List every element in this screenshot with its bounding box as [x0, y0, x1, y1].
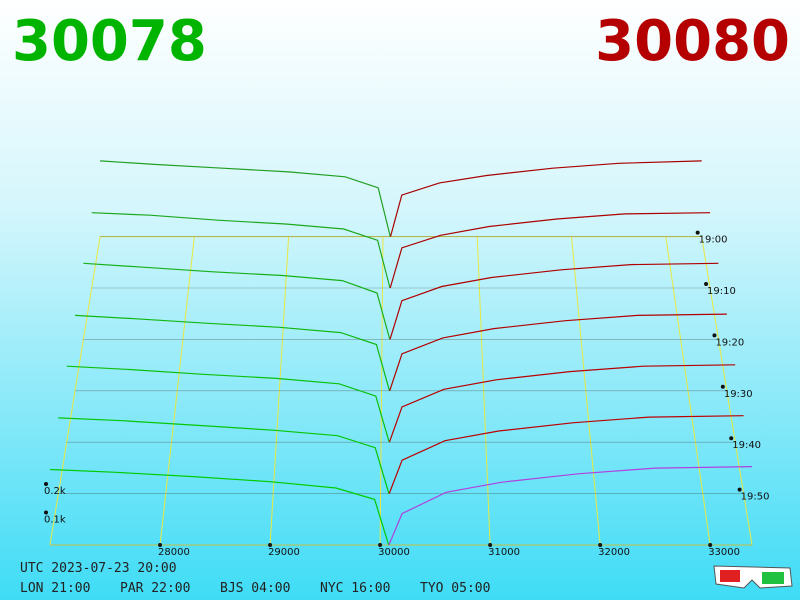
red-lens — [720, 570, 740, 582]
bid-depth-line — [66, 365, 390, 443]
time-tick-label: 19:40 — [732, 440, 761, 451]
y-tick-label: 0.2k — [44, 486, 66, 497]
bid-depth-line — [74, 314, 391, 391]
3d-glasses-icon[interactable] — [713, 565, 793, 589]
bid-depth-line — [100, 160, 391, 237]
x-tick-label: 28000 — [158, 547, 190, 558]
time-tick — [695, 230, 700, 235]
y-tick-label: 0.1k — [44, 515, 66, 526]
x-tick-label: 29000 — [268, 547, 300, 558]
tick-mark — [44, 510, 48, 515]
time-tick-label: 19:50 — [741, 492, 770, 503]
time-tick — [720, 384, 725, 389]
plot: 28000 29000 30000 31000 32000 33000 19:00 19:10… — [44, 160, 770, 558]
zone-time: LON 21:00 — [20, 581, 90, 596]
bid-depth-line — [83, 262, 391, 340]
bid-price: 30078 — [12, 9, 207, 74]
time-tick-label: 19:00 — [699, 235, 728, 246]
ask-depth-line — [389, 262, 719, 340]
bid-depth-line — [58, 417, 390, 494]
zone-time: NYC 16:00 — [320, 581, 390, 596]
ask-depth-line — [389, 212, 711, 289]
x-tick-label: 31000 — [488, 547, 520, 558]
time-tick-label: 19:20 — [715, 337, 744, 348]
ask-depth-line — [389, 160, 702, 237]
ask-price: 30080 — [595, 9, 790, 74]
zone-time: PAR 22:00 — [120, 581, 190, 596]
x-tick-label: 32000 — [598, 547, 630, 558]
bid-depth-line — [49, 468, 390, 546]
time-tick — [712, 333, 717, 338]
time-tick-label: 19:30 — [724, 389, 753, 400]
utc-time: UTC 2023-07-23 20:00 — [20, 561, 177, 576]
zone-time: BJS 04:00 — [220, 581, 290, 596]
x-tick-label: 33000 — [708, 547, 740, 558]
ask-depth-line — [389, 313, 727, 391]
ask-depth-line — [388, 415, 744, 494]
time-tick — [704, 282, 709, 286]
time-tick-label: 19:10 — [707, 286, 736, 297]
green-lens — [762, 572, 784, 584]
x-tick-label: 30000 — [378, 547, 410, 558]
zone-time: TYO 05:00 — [420, 581, 490, 596]
tick-mark — [44, 482, 48, 486]
bid-depth-line — [91, 212, 391, 289]
ask-depth-line — [388, 364, 736, 443]
time-tick — [737, 487, 742, 492]
time-tick — [729, 436, 734, 441]
ask-depth-line — [388, 466, 753, 546]
